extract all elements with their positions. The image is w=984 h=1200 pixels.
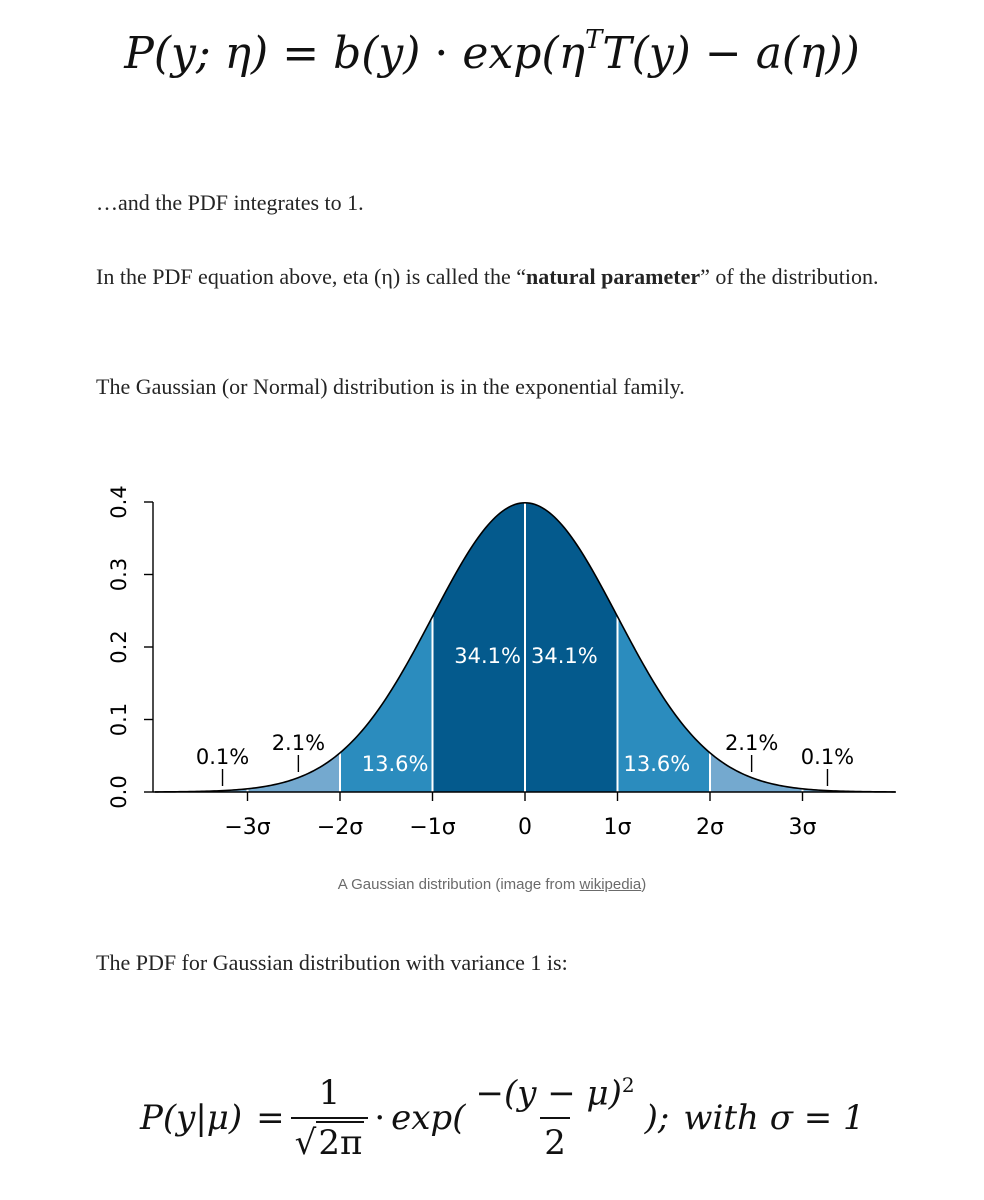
gaussian-chart: 0.0 0.1 0.2 0.3 0.4 −3σ −2σ −1σ 0 1σ 2σ 3σ 34.1% 34.1… xyxy=(107,485,896,840)
band-label: 2.1% xyxy=(725,731,778,755)
eq2-fraction-exponent: −(y − μ)2 2 xyxy=(471,1073,638,1163)
y-tick-label: 0.2 xyxy=(107,630,131,663)
eq-lhs: P(y; η) xyxy=(124,28,269,79)
natural-parameter-term: natural parameter xyxy=(525,264,701,289)
density-curve xyxy=(154,501,896,793)
y-tick-label: 0.1 xyxy=(107,703,131,736)
x-tick-label: −3σ xyxy=(224,815,270,840)
paragraph-integrates: …and the PDF integrates to 1. xyxy=(96,190,364,215)
eq2-frac1-den: 2π xyxy=(316,1121,365,1163)
paragraph-text: In the PDF equation above, eta (η) is ca… xyxy=(96,264,526,289)
equation-gaussian-pdf: P(y|μ) = 1 √2π · exp( −(y − μ)2 2 ); wit… xyxy=(140,1068,865,1168)
band-label: 34.1% xyxy=(454,644,521,668)
eq2-frac2-sup: 2 xyxy=(621,1072,635,1097)
x-tick-label: −1σ xyxy=(409,815,455,840)
y-tick-label: 0.4 xyxy=(107,485,131,518)
y-tick-label: 0.0 xyxy=(107,775,131,808)
eq2-equals: = xyxy=(256,1098,285,1138)
x-tick-label: −2σ xyxy=(317,815,363,840)
eq2-frac1-num: 1 xyxy=(318,1073,341,1113)
paragraph-gaussian-family: The Gaussian (or Normal) distribution is… xyxy=(96,374,685,399)
band-label: 13.6% xyxy=(624,752,691,776)
band-label: 0.1% xyxy=(196,745,249,769)
eq2-lhs: P(y|μ) xyxy=(140,1098,243,1138)
wikipedia-link[interactable]: wikipedia xyxy=(579,876,642,893)
eq2-fraction-normalizer: 1 √2π xyxy=(290,1073,369,1163)
eq2-frac2-den: 2 xyxy=(540,1117,570,1163)
paragraph-natural-parameter: In the PDF equation above, eta (η) is ca… xyxy=(96,258,896,296)
eq2-with: with σ = 1 xyxy=(683,1098,865,1138)
x-tick-label: 2σ xyxy=(696,815,724,840)
y-tick-label: 0.3 xyxy=(107,558,131,591)
band-4 xyxy=(247,752,340,792)
caption-end: ) xyxy=(641,876,647,893)
eq2-dot: · xyxy=(374,1098,386,1138)
eq2-exp-open: exp( xyxy=(391,1098,466,1138)
figure-caption: A Gaussian distribution (image from wiki… xyxy=(0,876,984,893)
eq2-frac2-num: −(y − μ) xyxy=(475,1073,622,1114)
eq-superscript: T xyxy=(584,25,603,56)
caption-text: A Gaussian distribution (image from xyxy=(337,876,580,893)
eq-rest: T(y) − a(η)) xyxy=(602,28,860,79)
equation-exponential-family: P(y; η) = b(y) · exp(ηTT(y) − a(η)) xyxy=(0,25,984,79)
paragraph-gaussian-pdf: The PDF for Gaussian distribution with v… xyxy=(96,950,568,975)
eq-equals: = xyxy=(282,28,320,79)
eq-dot: · xyxy=(434,28,449,79)
eq2-close: ); xyxy=(644,1098,670,1138)
sqrt-symbol: √ xyxy=(294,1123,317,1163)
x-tick-label: 3σ xyxy=(789,815,817,840)
paragraph-text: ” of the distribution. xyxy=(700,264,879,289)
x-tick-label: 0 xyxy=(518,815,532,840)
x-tick-label: 1σ xyxy=(604,815,632,840)
band-label: 34.1% xyxy=(531,644,598,668)
band-label: 2.1% xyxy=(272,731,325,755)
band-5 xyxy=(710,752,803,792)
eq-b-term: b(y) xyxy=(333,28,421,79)
eq-exp-open: exp(η xyxy=(462,28,585,79)
band-label: 0.1% xyxy=(801,745,854,769)
band-label: 13.6% xyxy=(362,752,429,776)
